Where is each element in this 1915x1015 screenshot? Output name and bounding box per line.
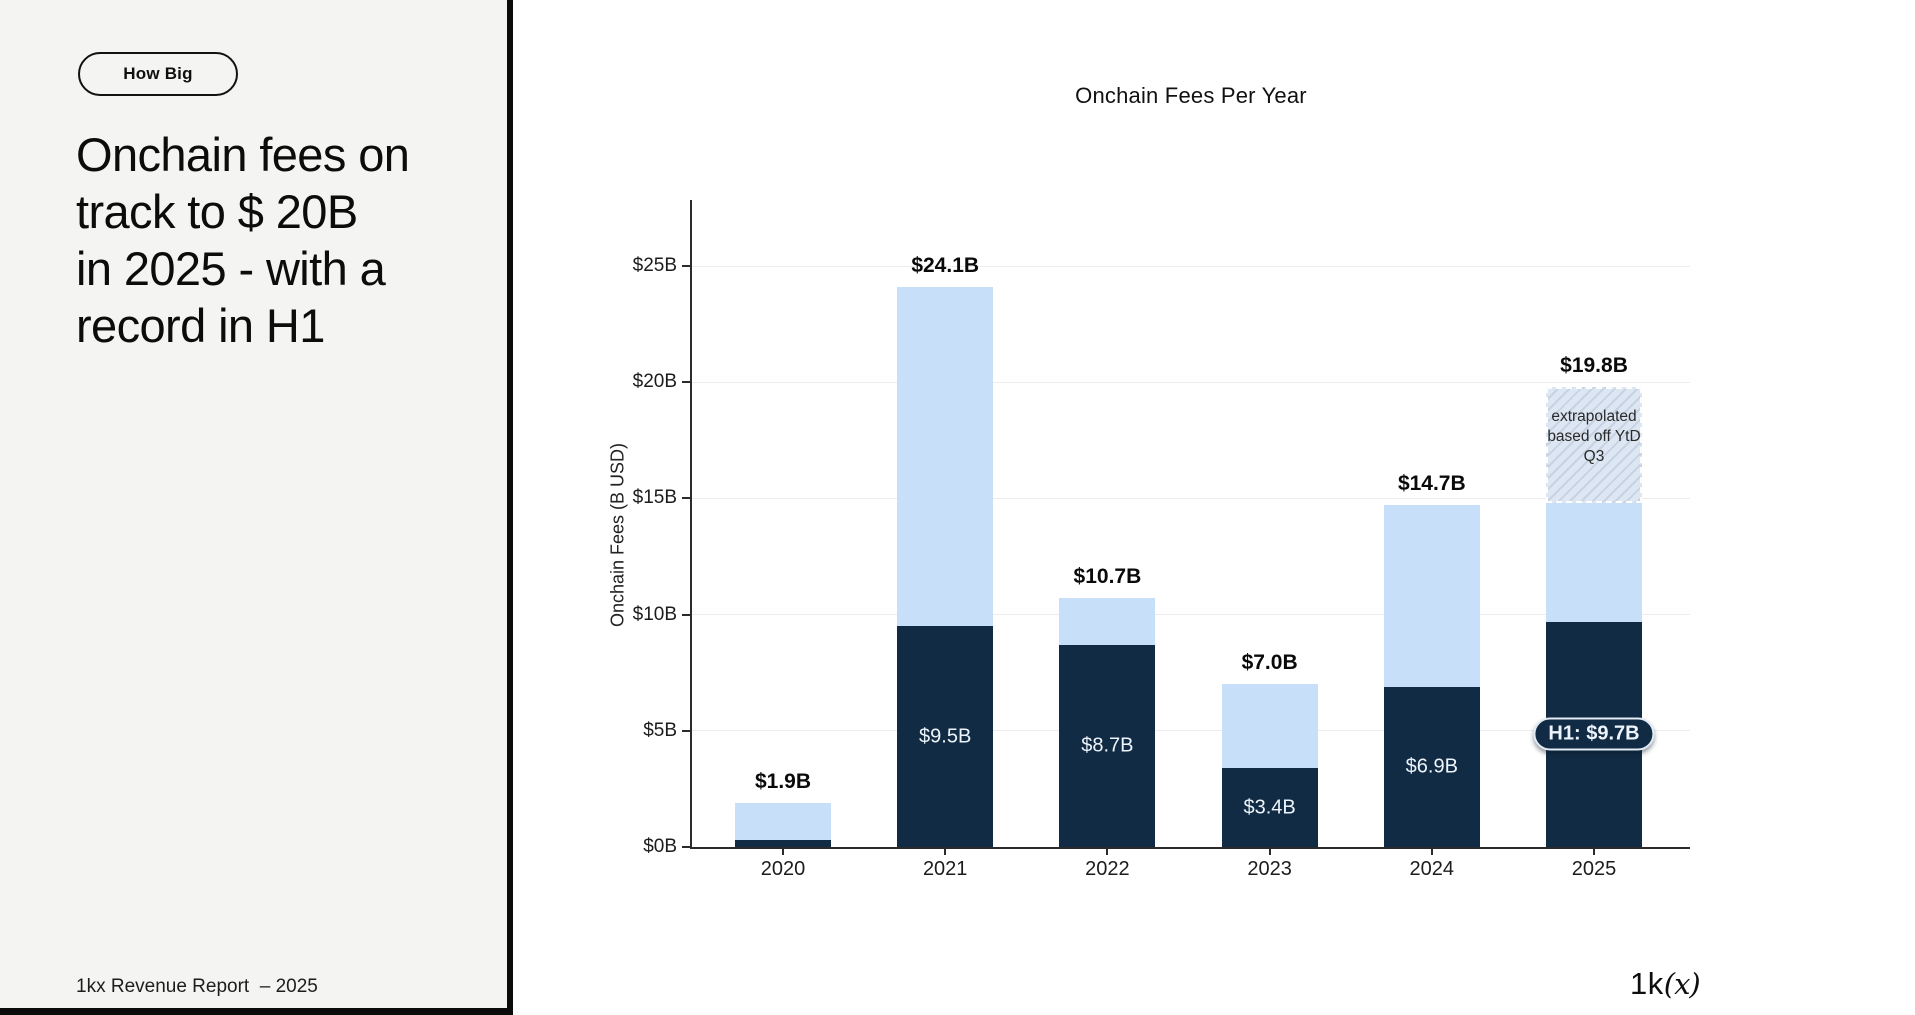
y-tick-$10B xyxy=(682,613,692,616)
bar-total-label-2023: $7.0B xyxy=(1241,651,1298,675)
section-tag-pill: How Big xyxy=(78,52,238,96)
panel-divider xyxy=(507,0,513,1015)
bar-segment-2025-h2 xyxy=(1546,503,1642,622)
bar-total-label-2020: $1.9B xyxy=(754,769,812,793)
x-tick-label-2021: 2021 xyxy=(922,858,968,880)
y-axis-line xyxy=(690,200,692,849)
bar-2024: $14.7B $6.9B xyxy=(1383,200,1480,847)
bar-total-label-2022: $10.7B xyxy=(1073,565,1142,589)
bar-segment-2025-extrapolated: extrapolated based off YtD Q3 xyxy=(1546,386,1642,504)
y-tick-$20B xyxy=(682,381,692,384)
y-tick-label-$0B: $0B xyxy=(643,836,677,857)
bar-h1-label-2024: $6.9B xyxy=(1405,755,1458,778)
x-tick-2020 xyxy=(782,849,784,855)
x-tick-2025 xyxy=(1593,849,1595,855)
x-tick-label-2022: 2022 xyxy=(1085,858,1130,880)
bar-2022: $10.7B $8.7B xyxy=(1059,200,1156,847)
x-axis-line xyxy=(690,847,1690,849)
bar-2023: $7.0B $3.4B xyxy=(1221,200,1318,847)
x-tick-label-2024: 2024 xyxy=(1409,858,1455,880)
bar-segment-2022-h1 xyxy=(1059,644,1156,847)
bar-2020: $1.9B xyxy=(735,200,831,847)
report-footer: 1kx Revenue Report – 2025 xyxy=(76,976,318,997)
y-tick-label-$10B: $10B xyxy=(632,603,677,625)
bar-2021: $24.1B $9.5B xyxy=(897,200,994,847)
bar-h1-label-2023: $3.4B xyxy=(1243,796,1296,818)
gridline-$20B xyxy=(692,381,1690,383)
bar-segment-2023-h1 xyxy=(1221,767,1318,847)
y-tick-$0B xyxy=(682,846,692,848)
slide-headline: Onchain fees on track to $ 20B in 2025 -… xyxy=(76,128,410,352)
gridline-$15B xyxy=(692,497,1690,499)
bar-2025: extrapolated based off YtD Q3 $19.8B H1: $… xyxy=(1533,200,1655,847)
gridline-$5B xyxy=(692,730,1690,732)
bar-segment-2021-h1 xyxy=(897,626,994,847)
x-tick-2021 xyxy=(944,849,947,855)
x-tick-2024 xyxy=(1430,849,1433,855)
x-tick-label-2023: 2023 xyxy=(1247,858,1292,880)
bar-total-label-2025: $19.8B xyxy=(1560,353,1628,377)
plot-area: $0B $5B $10B $15B $20B $25B $1.9B 2020 $24.1B $9.… xyxy=(633,200,1690,880)
brand-logo: 1k(x) xyxy=(1630,966,1701,1002)
extrapolated-annotation: extrapolated based off YtD Q3 xyxy=(1547,407,1641,465)
bar-segment-2023-h2 xyxy=(1221,684,1318,768)
brand-logo-prefix: 1k xyxy=(1630,966,1664,1001)
x-tick-label-2025: 2025 xyxy=(1571,858,1617,880)
x-tick-2022 xyxy=(1106,849,1109,855)
gridline-$25B xyxy=(692,265,1690,267)
bar-segment-2020-h2 xyxy=(735,802,831,841)
chart-title: Onchain Fees Per Year xyxy=(1075,83,1307,108)
gridline-$10B xyxy=(692,614,1690,616)
x-tick-label-2020: 2020 xyxy=(760,858,806,880)
bar-total-label-2021: $24.1B xyxy=(911,253,980,277)
bar-segment-2020-h1 xyxy=(735,840,831,847)
bar-h1-label-2022: $8.7B xyxy=(1081,734,1134,757)
brand-logo-suffix: (x) xyxy=(1663,967,1701,1001)
y-tick-label-$5B: $5B xyxy=(643,719,677,741)
y-tick-$25B xyxy=(682,265,692,267)
left-panel: How Big Onchain fees on track to $ 20B i… xyxy=(0,0,507,1015)
bar-h1-label-2021: $9.5B xyxy=(919,725,972,748)
section-tag-label: How Big xyxy=(123,64,193,83)
y-tick-label-$25B: $25B xyxy=(632,255,677,276)
y-axis-title: Onchain Fees (B USD) xyxy=(607,442,628,628)
bar-h1-label-2025: H1: $9.7B xyxy=(1533,717,1655,751)
y-tick-$5B xyxy=(682,729,692,732)
bar-total-label-2024: $14.7B xyxy=(1397,472,1466,496)
bar-segment-2024-h1 xyxy=(1383,686,1480,847)
x-tick-2023 xyxy=(1268,849,1271,855)
bar-segment-2021-h2 xyxy=(897,286,994,627)
y-tick-label-$15B: $15B xyxy=(632,487,677,509)
y-tick-$15B xyxy=(682,497,692,500)
bottom-accent-bar xyxy=(0,1008,513,1015)
y-tick-label-$20B: $20B xyxy=(632,371,677,393)
chart-area: Onchain Fees Per Year Onchain Fees (B US… xyxy=(513,0,1915,1015)
bar-segment-2022-h2 xyxy=(1059,598,1156,645)
bar-segment-2024-h2 xyxy=(1383,505,1480,687)
